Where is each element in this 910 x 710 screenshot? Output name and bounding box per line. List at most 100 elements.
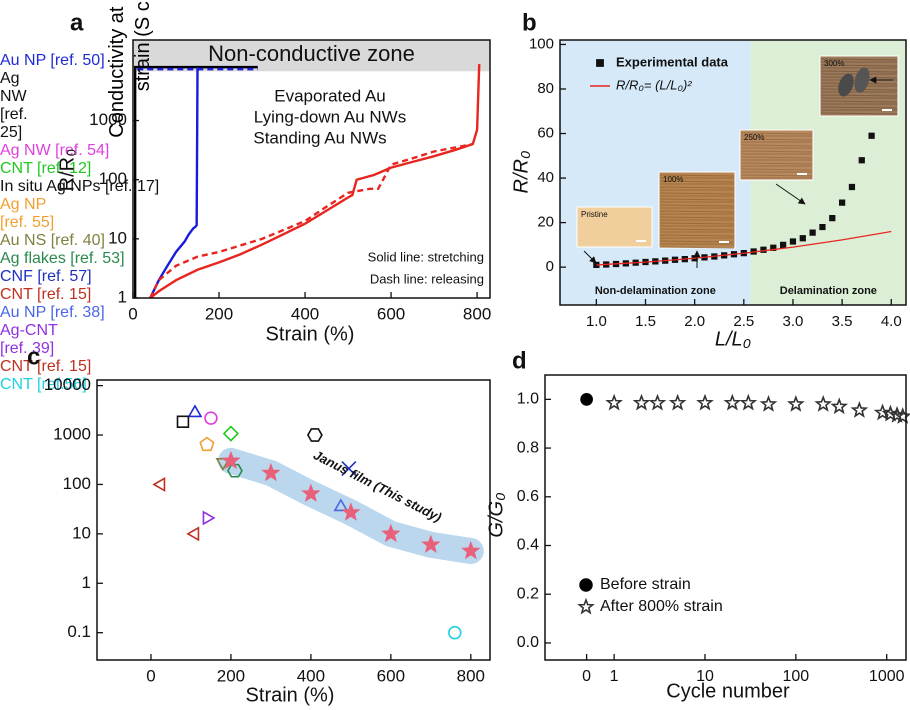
plot-frame [96,379,491,661]
data-point [306,428,323,442]
inset-texture [659,192,735,195]
inset-texture [659,210,735,213]
inset-texture [820,106,898,109]
y-tick-label: 100 [99,169,127,188]
data-point [789,238,797,245]
data-point [202,510,216,526]
y-tick-label: 10000 [44,375,91,394]
legend-marker [579,578,593,592]
annotation: Dash line: releasing [370,271,484,286]
x-tick-label: 0 [146,666,155,685]
x-tick-label: 2.5 [733,313,754,330]
point-label: Au NS [ref. 40] [0,232,105,249]
point-label: Au NP [ref. 38] [0,304,105,321]
plot-frame [559,39,907,306]
inset-texture [740,132,813,135]
x-tick-label: 3.0 [783,313,804,330]
inset-texture [854,67,870,93]
data-point [632,393,651,411]
inset-texture [740,150,813,153]
arrow [775,183,806,205]
inset-texture [659,228,735,231]
legend-label: R/R₀= (L/L₀)² [616,77,692,92]
data-point [227,463,243,478]
data-point [341,460,357,477]
y-tick-label: 1 [118,287,127,306]
data-point [723,393,742,411]
data-point [848,183,856,191]
data-point [787,394,805,412]
point-label: Ag NP [ref. 55] [0,196,55,231]
inset-texture [740,174,813,177]
data-point [448,625,462,640]
x-tick-label: 1000 [869,668,905,685]
point-label: Ag NW [ref. 25] [0,70,28,141]
point-label: Ag-CNT [ref. 39] [0,322,58,357]
annotation: Solid line: stretching [368,249,484,264]
y-tick-label: 10 [72,523,91,542]
point-label: CNT [ref. 12] [0,160,92,177]
inset-texture [659,204,735,207]
x-tick-label: 400 [297,666,325,685]
data-point [893,407,910,424]
point-label: Ag NW [ref. 54] [0,142,110,159]
x-axis-label: Cycle number [666,680,790,702]
data-point [580,393,593,406]
point-label: CNT [ref.56] [0,376,87,393]
data-point [186,526,200,542]
y-tick-label: 60 [537,124,554,141]
data-point [421,534,441,554]
x-tick-label: 3.5 [832,313,853,330]
panel-label: c [27,343,40,370]
y-tick-label: 1000 [89,110,127,129]
data-point [301,483,321,502]
x-axis-label: L/L₀ [715,328,751,350]
data-point [176,415,190,428]
legend-label: After 800% strain [600,598,723,615]
data-point [809,229,816,236]
point-label: In situ Ag NPs [ref. 17] [0,178,160,195]
arrow [583,250,597,264]
y-axis-label: Conductivity at maximum strain (S cm⁻¹) [106,0,154,138]
inset-texture [820,112,898,115]
x-tick-label: 800 [463,304,491,323]
x-tick-label: 1.0 [586,313,607,330]
series-line [149,64,481,299]
inset-texture [740,138,813,141]
inset-texture [820,64,898,67]
inset-texture [820,100,898,103]
y-tick-label: 0 [546,258,554,275]
data-point [814,394,833,412]
y-tick-label: 40 [537,169,554,186]
plot-frame [544,374,907,661]
x-tick-label: 0 [128,304,137,323]
inset-texture [740,168,813,171]
data-point [648,393,667,411]
inset-texture [838,73,854,97]
y-tick-label: 0.8 [517,439,539,456]
inset-label: 250% [744,133,764,142]
y-tick-label: 0.6 [517,488,539,505]
inset-texture [659,186,735,189]
data-point [799,235,806,242]
data-point [199,436,215,452]
data-point [333,498,349,512]
data-point [850,401,869,418]
data-point [868,132,875,139]
inset-texture [659,246,735,249]
y-tick-label: 0.0 [517,634,539,651]
data-point [873,403,892,421]
x-tick-label: 4.0 [881,313,902,330]
y-tick-label: 100 [63,474,91,493]
inset-texture [659,234,735,237]
y-axis-label: G/G₀ [485,492,507,537]
x-tick-label: 800 [457,666,485,685]
point-label: CNT [ref. 15] [0,358,92,375]
plot-frame [132,39,491,299]
shaded-region-label: Non-conductive zone [208,41,415,66]
data-point [204,411,218,425]
data-point [819,223,826,231]
data-point [780,241,787,249]
panel-label: d [512,347,527,374]
